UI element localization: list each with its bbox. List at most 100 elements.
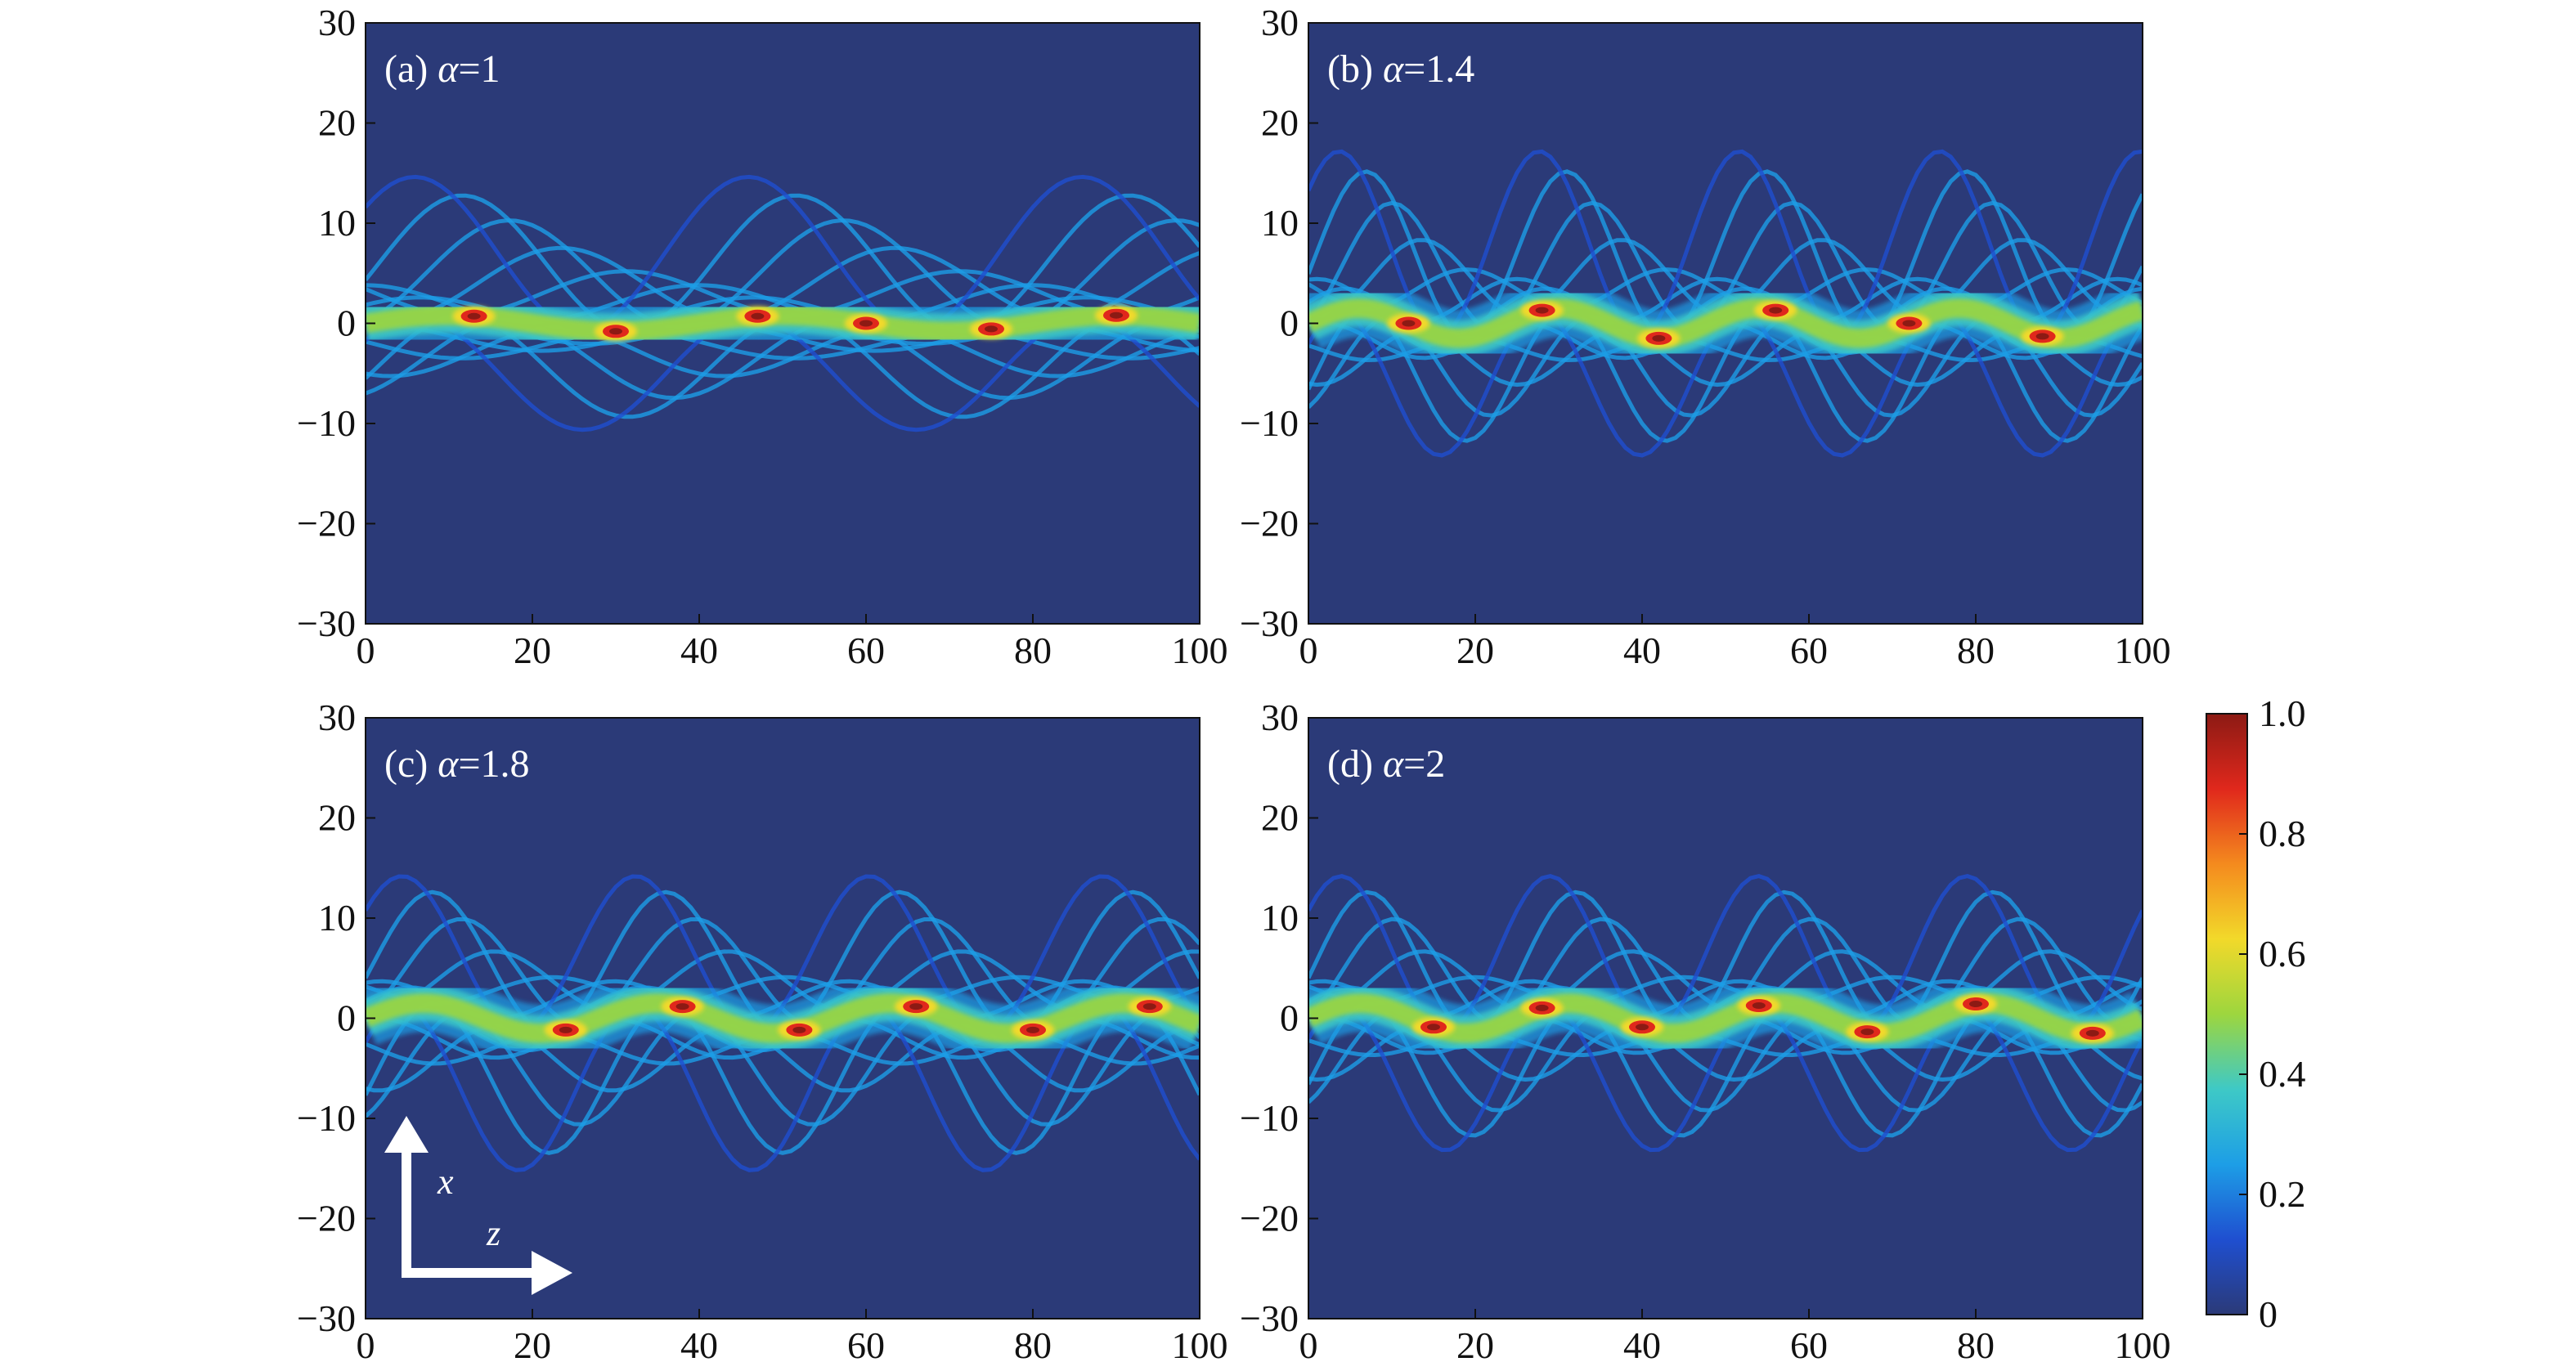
panel-label: (a) α=1 — [384, 47, 500, 91]
colorbar: 1.0 0.8 0.6 0.4 0.2 0 — [2206, 692, 2306, 1335]
y-tick-label: −10 — [297, 402, 356, 444]
y-tick-label: −20 — [297, 1198, 356, 1239]
y-axis-ticks: 30 20 10 0 −10 −20 −30 — [297, 697, 375, 1339]
colorbar-tick-label: 0.8 — [2259, 813, 2306, 854]
inset-axes-indicator: x z — [384, 1116, 572, 1295]
y-tick-label: −30 — [1240, 603, 1299, 644]
x-tick-label: 20 — [1456, 1324, 1494, 1366]
x-tick-label: 40 — [680, 629, 718, 671]
x-tick-label: 100 — [2115, 1324, 2171, 1366]
y-tick-label: 20 — [318, 797, 356, 839]
heatmap-plot-a — [366, 23, 1200, 624]
y-tick-label: 30 — [1261, 2, 1299, 43]
hotspot-peak — [1026, 1026, 1039, 1033]
x-axis-ticks: 0 20 40 60 80 100 — [1299, 614, 2171, 671]
x-tick-label: 40 — [1623, 1324, 1661, 1366]
hotspot-peak — [467, 312, 481, 320]
diffraction-fringe — [366, 193, 1200, 334]
y-axis-ticks: 30 20 10 0 −10 −20 −30 — [1240, 697, 1318, 1339]
beam-core — [366, 305, 1200, 342]
x-tick-label: 0 — [1299, 1324, 1318, 1366]
z-direction-arrow-head — [532, 1251, 572, 1295]
diffraction-fringe — [366, 1004, 1200, 1172]
y-tick-label: −10 — [297, 1097, 356, 1139]
x-tick-label: 20 — [514, 629, 551, 671]
beam-pattern — [366, 874, 1200, 1172]
y-tick-label: 10 — [318, 897, 356, 939]
y-tick-label: 20 — [1261, 797, 1299, 839]
x-direction-arrow-head — [384, 1116, 429, 1153]
y-tick-label: 20 — [1261, 102, 1299, 144]
hotspot-peak — [1535, 307, 1549, 314]
x-axis-ticks: 0 20 40 60 80 100 — [1299, 1309, 2171, 1366]
colorbar-tick-label: 1.0 — [2259, 692, 2306, 734]
hotspot-peak — [1969, 1001, 1982, 1008]
z-axis-letter: z — [486, 1213, 500, 1253]
x-tick-label: 100 — [2115, 629, 2171, 671]
hotspot-peak — [1860, 1028, 1874, 1036]
y-tick-label: −10 — [1240, 1097, 1299, 1139]
x-tick-label: 0 — [357, 1324, 375, 1366]
y-tick-label: 10 — [1261, 897, 1299, 939]
beam-pattern — [1308, 149, 2143, 458]
y-tick-label: 30 — [318, 2, 356, 43]
y-tick-label: −20 — [1240, 503, 1299, 544]
y-tick-label: 0 — [337, 997, 356, 1039]
y-tick-label: 0 — [1280, 997, 1299, 1039]
x-tick-label: 60 — [1790, 629, 1828, 671]
y-tick-label: 0 — [1280, 302, 1299, 344]
colorbar-gradient — [2206, 713, 2248, 1315]
hotspot-peak — [1902, 320, 1916, 327]
colorbar-ticks: 1.0 0.8 0.6 0.4 0.2 0 — [2239, 692, 2306, 1335]
y-tick-label: 30 — [318, 697, 356, 738]
diffraction-fringe — [366, 174, 1200, 332]
y-tick-label: −30 — [1240, 1297, 1299, 1339]
y-tick-label: −30 — [297, 603, 356, 644]
panel-label: (d) α=2 — [1327, 742, 1445, 786]
x-tick-label: 40 — [1623, 629, 1661, 671]
diffraction-fringe — [366, 1001, 1200, 1155]
x-tick-label: 40 — [680, 1324, 718, 1366]
y-tick-label: −10 — [1240, 402, 1299, 444]
heatmap-plot-d — [1308, 718, 2143, 1319]
y-tick-label: −20 — [1240, 1198, 1299, 1239]
colorbar-tick-label: 0.6 — [2259, 933, 2306, 974]
x-axis-letter: x — [437, 1162, 454, 1202]
beam-core — [1308, 298, 2143, 348]
x-tick-label: 100 — [1172, 1324, 1228, 1366]
y-tick-label: −20 — [297, 503, 356, 544]
heatmap-plot-c — [366, 718, 1200, 1319]
x-tick-label: 60 — [1790, 1324, 1828, 1366]
hotspot-peak — [1769, 307, 1783, 314]
x-tick-label: 80 — [1014, 629, 1052, 671]
hotspot-peak — [751, 312, 765, 320]
hotspot-peak — [609, 328, 622, 335]
colorbar-tick-label: 0.4 — [2259, 1053, 2306, 1095]
x-tick-label: 60 — [847, 629, 885, 671]
y-axis-ticks: 30 20 10 0 −10 −20 −30 — [297, 2, 375, 644]
x-tick-label: 0 — [1299, 629, 1318, 671]
hotspot-peak — [1652, 334, 1666, 342]
hotspot-peak — [2035, 333, 2049, 340]
y-tick-label: 30 — [1261, 697, 1299, 738]
x-tick-label: 80 — [1014, 1324, 1052, 1366]
y-tick-label: 20 — [318, 102, 356, 144]
hotspot-peak — [1535, 1004, 1549, 1011]
y-tick-label: −30 — [297, 1297, 356, 1339]
hotspot-peak — [859, 320, 873, 327]
colorbar-tick-label: 0.2 — [2259, 1173, 2306, 1215]
hotspot-peak — [2085, 1029, 2099, 1037]
hotspot-peak — [1402, 320, 1416, 327]
x-tick-label: 80 — [1957, 629, 1995, 671]
heatmap-plot-b — [1308, 23, 2143, 624]
x-tick-label: 100 — [1172, 629, 1228, 671]
hotspot-peak — [1142, 1003, 1156, 1010]
panel-label: (c) α=1.8 — [384, 742, 530, 786]
hotspot-peak — [559, 1026, 572, 1033]
x-axis-ticks: 0 20 40 60 80 100 — [357, 1309, 1228, 1366]
hotspot-peak — [985, 325, 998, 333]
